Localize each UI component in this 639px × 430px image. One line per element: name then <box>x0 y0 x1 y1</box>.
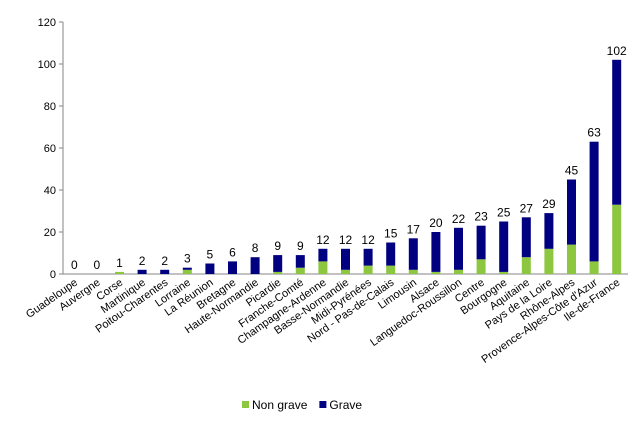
bar-segment <box>589 261 599 274</box>
bar-segment <box>476 225 486 260</box>
data-label: 27 <box>520 201 534 215</box>
bar-segment <box>431 271 441 274</box>
bar-segment <box>341 248 350 270</box>
bar-segment <box>182 267 192 270</box>
data-label: 23 <box>474 210 488 224</box>
bar-segment <box>521 257 531 274</box>
legend-swatch <box>319 401 327 408</box>
bar-segment <box>182 269 192 274</box>
bar-segment <box>273 255 283 272</box>
bar-segment <box>386 242 396 266</box>
data-label: 1 <box>116 256 123 270</box>
bar-segment <box>228 261 237 274</box>
bar-segment <box>612 204 622 274</box>
data-label: 63 <box>587 126 601 140</box>
data-label: 15 <box>384 227 398 241</box>
bar-segment <box>454 269 463 274</box>
data-label: 12 <box>339 233 353 247</box>
bar-segment <box>476 259 486 274</box>
legend-label: Non grave <box>252 398 308 412</box>
bar-segment <box>250 257 260 274</box>
bar-segment <box>295 255 305 268</box>
data-label: 6 <box>229 245 236 259</box>
bar-segment <box>454 227 463 270</box>
bar-segment <box>273 271 283 274</box>
bar-segment <box>318 261 328 274</box>
legend-label: Grave <box>329 398 362 412</box>
y-tick-label: 100 <box>38 59 56 71</box>
y-tick-label: 80 <box>44 101 56 113</box>
data-label: 22 <box>452 212 466 226</box>
bar-segment <box>408 269 418 274</box>
bar-segment <box>612 59 622 205</box>
bar-segment <box>115 271 124 274</box>
bar-segment <box>544 213 554 249</box>
data-label: 17 <box>407 222 421 236</box>
bar-segment <box>431 232 441 272</box>
bar-segment <box>544 248 554 274</box>
bars <box>115 59 622 274</box>
bar-segment <box>589 141 599 262</box>
bar-segment <box>567 179 576 245</box>
bar-segment <box>341 269 350 274</box>
bar-segment <box>160 269 170 274</box>
y-tick-label: 0 <box>50 269 56 281</box>
bar-segment <box>386 265 396 274</box>
data-label: 8 <box>252 241 259 255</box>
y-tick-label: 40 <box>44 185 56 197</box>
bar-segment <box>499 221 509 272</box>
data-label: 2 <box>161 254 168 268</box>
data-label: 5 <box>207 248 214 262</box>
data-label: 25 <box>497 206 511 220</box>
bar-segment <box>318 248 328 262</box>
category-labels: GuadeloupeAuvergneCorseMartiniquePoitou-… <box>24 276 622 366</box>
bar-segment <box>363 265 373 274</box>
bar-segment <box>521 217 531 258</box>
bar-segment <box>137 269 147 274</box>
data-label: 12 <box>316 233 330 247</box>
bar-segment <box>205 263 215 274</box>
y-tick-label: 20 <box>44 227 56 239</box>
bar-segment <box>499 271 509 274</box>
data-label: 9 <box>297 239 304 253</box>
data-label: 9 <box>274 239 281 253</box>
data-label: 20 <box>429 216 443 230</box>
data-label: 0 <box>94 258 101 272</box>
y-tick-label: 120 <box>38 17 56 29</box>
bar-segment <box>363 248 373 266</box>
data-label: 0 <box>71 258 78 272</box>
bar-segment <box>295 267 305 274</box>
data-label: 2 <box>139 254 146 268</box>
bar-segment <box>408 238 418 270</box>
y-tick-label: 60 <box>44 143 56 155</box>
legend: Non grave Grave <box>242 398 362 412</box>
data-label: 45 <box>565 164 579 178</box>
data-label: 3 <box>184 252 191 266</box>
data-label: 102 <box>607 44 627 58</box>
data-label: 12 <box>361 233 375 247</box>
legend-swatch <box>242 401 249 408</box>
data-label: 29 <box>542 197 556 211</box>
bar-segment <box>567 244 576 274</box>
